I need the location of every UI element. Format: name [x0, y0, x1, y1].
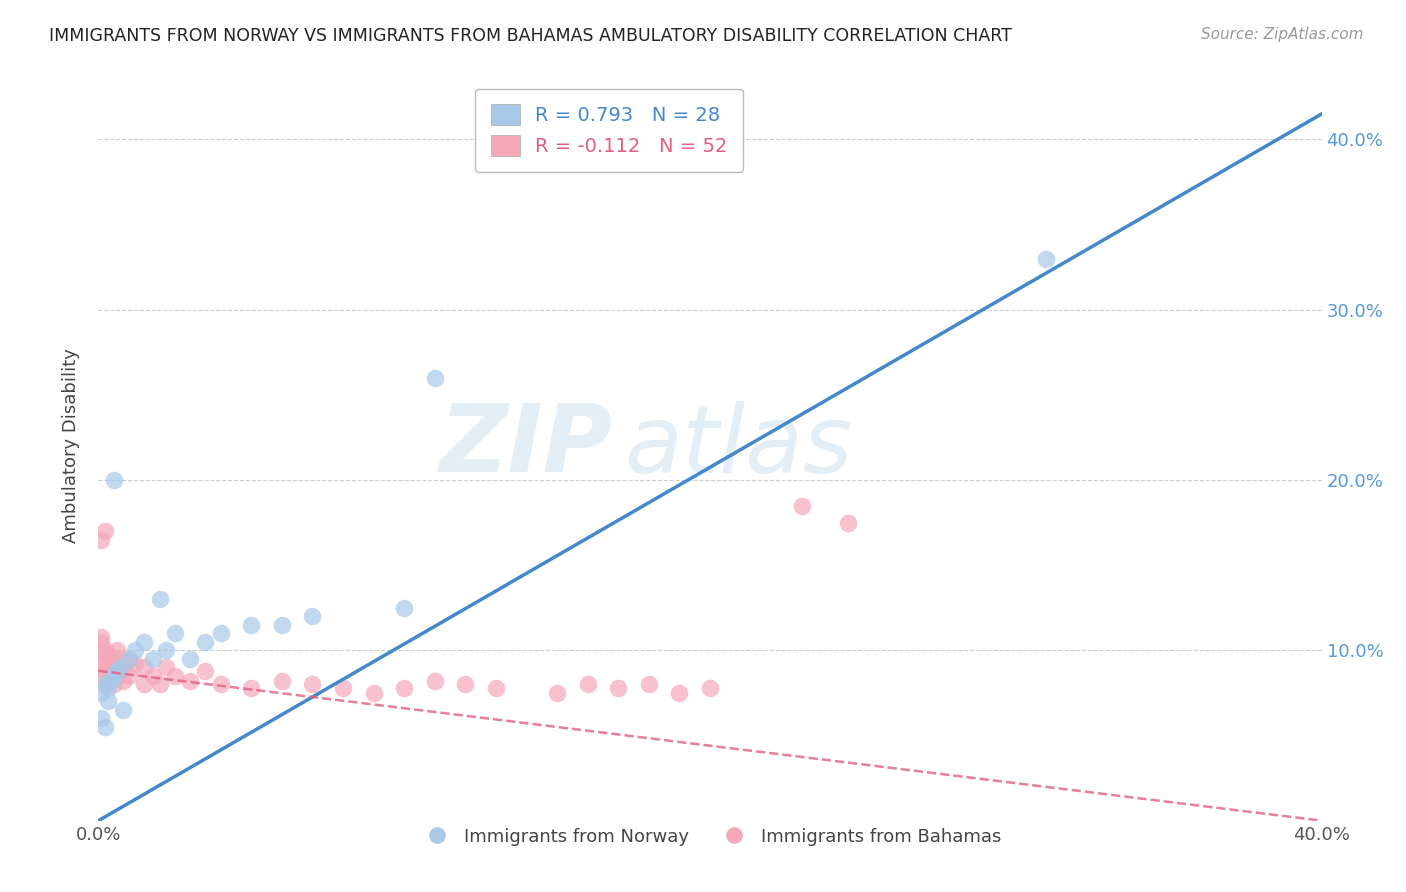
Point: [142, 652, 165, 666]
Point: [240, 617, 263, 632]
Point: [179, 652, 201, 666]
Point: [363, 686, 385, 700]
Point: [90, 686, 112, 700]
Point: [134, 635, 156, 649]
Y-axis label: Ambulatory Disability: Ambulatory Disability: [62, 349, 80, 543]
Point: [209, 626, 232, 640]
Point: [111, 673, 134, 688]
Point: [392, 681, 416, 695]
Point: [118, 669, 141, 683]
Point: [103, 657, 125, 671]
Point: [108, 660, 131, 674]
Point: [332, 681, 354, 695]
Point: [93, 664, 115, 678]
Point: [790, 499, 813, 513]
Point: [103, 669, 125, 683]
Point: [837, 516, 859, 530]
Point: [454, 677, 477, 691]
Point: [105, 669, 128, 683]
Point: [163, 669, 186, 683]
Legend: Immigrants from Norway, Immigrants from Bahamas: Immigrants from Norway, Immigrants from …: [412, 821, 1008, 853]
Point: [97, 660, 120, 674]
Point: [108, 664, 131, 678]
Point: [124, 657, 146, 671]
Point: [111, 703, 134, 717]
Point: [93, 643, 115, 657]
Point: [118, 652, 141, 666]
Point: [134, 660, 156, 674]
Point: [90, 635, 112, 649]
Point: [93, 677, 115, 691]
Text: Source: ZipAtlas.com: Source: ZipAtlas.com: [1201, 27, 1364, 42]
Point: [637, 677, 661, 691]
Point: [118, 652, 141, 666]
Point: [90, 711, 112, 725]
Point: [134, 677, 156, 691]
Point: [111, 660, 134, 674]
Point: [270, 673, 292, 688]
Point: [301, 677, 323, 691]
Point: [699, 681, 721, 695]
Point: [97, 681, 120, 695]
Point: [607, 681, 630, 695]
Point: [1035, 252, 1057, 266]
Point: [90, 669, 112, 683]
Point: [100, 673, 122, 688]
Text: IMMIGRANTS FROM NORWAY VS IMMIGRANTS FROM BAHAMAS AMBULATORY DISABILITY CORRELAT: IMMIGRANTS FROM NORWAY VS IMMIGRANTS FRO…: [49, 27, 1012, 45]
Point: [93, 652, 115, 666]
Point: [423, 371, 446, 385]
Point: [90, 643, 112, 657]
Point: [90, 533, 112, 547]
Point: [100, 669, 122, 683]
Point: [392, 600, 416, 615]
Point: [149, 592, 172, 607]
Point: [93, 720, 115, 734]
Point: [103, 677, 125, 691]
Point: [668, 686, 690, 700]
Point: [108, 652, 131, 666]
Point: [179, 673, 201, 688]
Point: [240, 681, 263, 695]
Point: [546, 686, 568, 700]
Point: [149, 677, 172, 691]
Point: [301, 609, 323, 624]
Point: [124, 643, 146, 657]
Point: [485, 681, 508, 695]
Point: [97, 673, 120, 688]
Point: [155, 643, 177, 657]
Point: [163, 626, 186, 640]
Point: [155, 660, 177, 674]
Point: [100, 652, 122, 666]
Point: [103, 473, 125, 487]
Point: [93, 524, 115, 538]
Text: atlas: atlas: [624, 401, 852, 491]
Point: [105, 664, 128, 678]
Point: [142, 669, 165, 683]
Point: [105, 643, 128, 657]
Text: ZIP: ZIP: [439, 400, 612, 492]
Point: [423, 673, 446, 688]
Point: [90, 657, 112, 671]
Point: [194, 664, 217, 678]
Point: [90, 630, 112, 644]
Point: [270, 617, 292, 632]
Point: [209, 677, 232, 691]
Point: [97, 694, 120, 708]
Point: [576, 677, 599, 691]
Point: [194, 635, 217, 649]
Point: [97, 647, 120, 661]
